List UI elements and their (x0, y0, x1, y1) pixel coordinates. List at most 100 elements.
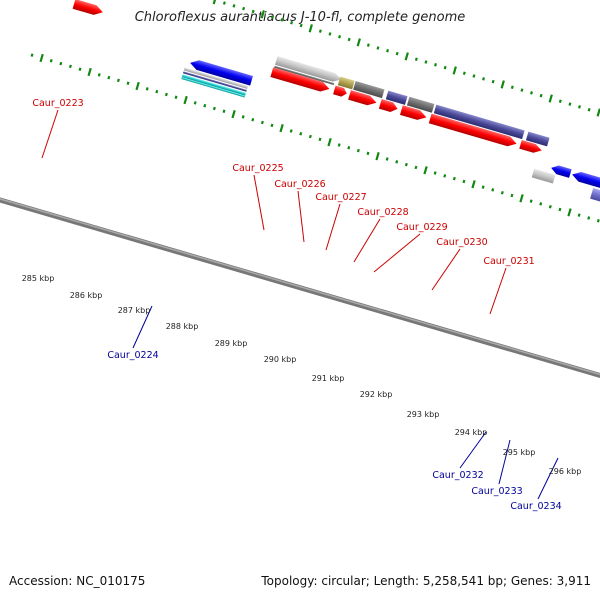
tick-mark (510, 193, 514, 198)
tick-mark (577, 213, 581, 217)
forward-leader-line (325, 203, 341, 251)
tick-mark (318, 29, 322, 33)
forward-gene-label[interactable]: Caur_0226 (274, 179, 325, 190)
reverse-leader-line (459, 431, 487, 469)
tick-mark (395, 160, 399, 164)
tick-mark (49, 59, 53, 63)
tick-mark (596, 219, 600, 223)
gene-feature (348, 90, 377, 106)
forward-gene-label[interactable]: Caur_0223 (32, 98, 83, 109)
gene-feature (183, 67, 248, 89)
tick-label: 290 kbp (264, 355, 297, 364)
tick-mark (174, 95, 178, 100)
tick-mark (567, 208, 572, 217)
tick-mark (145, 87, 149, 91)
tick-mark (241, 115, 245, 119)
reverse-gene-label[interactable]: Caur_0234 (510, 501, 561, 512)
page-title: Chloroflexus aurantiacus J-10-fl, comple… (134, 10, 466, 25)
gene-feature (333, 85, 347, 97)
gene-feature (378, 99, 398, 113)
tick-mark (126, 81, 130, 85)
tick-mark (280, 18, 284, 22)
tick-mark (356, 148, 360, 153)
reverse-gene-label[interactable]: Caur_0233 (471, 486, 522, 497)
gene-feature (181, 74, 246, 96)
tick-mark (212, 0, 217, 5)
gene-feature (274, 65, 335, 86)
forward-gene-label[interactable]: Caur_0225 (232, 163, 283, 174)
tick-mark (375, 152, 380, 161)
tick-mark (270, 15, 274, 19)
tick-mark (356, 38, 361, 47)
tick-mark (520, 88, 524, 92)
tick-mark (433, 171, 437, 175)
tick-mark (452, 66, 457, 75)
tick-mark (500, 80, 505, 89)
tick-mark (482, 77, 486, 81)
tick-mark (222, 1, 226, 5)
tick-mark (193, 101, 197, 105)
tick-mark (251, 117, 255, 122)
tick-mark (366, 43, 370, 47)
tick-mark (500, 190, 504, 195)
tick-mark (395, 51, 399, 56)
tick-mark (558, 207, 562, 212)
tick-label: 292 kbp (360, 390, 393, 399)
reverse-gene-label[interactable]: Caur_0232 (432, 470, 483, 481)
tick-mark (424, 60, 428, 64)
tick-mark (39, 53, 44, 63)
gene-feature (531, 168, 556, 184)
tick-mark (30, 53, 34, 57)
tick-ring-outer (212, 0, 600, 117)
tick-mark (471, 180, 476, 189)
tick-label: 287 kbp (118, 306, 151, 315)
forward-leader-line (489, 267, 507, 315)
gene-feature (406, 96, 435, 113)
gene-feature (72, 0, 103, 15)
tick-mark (414, 165, 418, 170)
tick-mark (434, 63, 438, 67)
tick-mark (452, 176, 456, 181)
tick-mark (423, 166, 428, 175)
forward-leader-line (373, 233, 421, 273)
gene-feature (590, 188, 600, 219)
tick-label: 289 kbp (215, 339, 248, 348)
tick-mark (347, 37, 351, 42)
tick-mark (529, 199, 533, 203)
tick-mark (596, 108, 600, 117)
forward-gene-label[interactable]: Caur_0231 (483, 256, 534, 267)
reverse-leader-line (537, 457, 559, 500)
tick-mark (155, 89, 159, 94)
tick-mark (462, 179, 466, 184)
tick-mark (414, 57, 418, 61)
tick-mark (260, 10, 265, 19)
forward-gene-label[interactable]: Caur_0228 (357, 207, 408, 218)
gene-feature (525, 131, 550, 147)
tick-mark (318, 137, 322, 142)
tick-mark (164, 92, 168, 97)
gene-feature (337, 76, 355, 90)
tick-mark (530, 91, 534, 95)
forward-gene-label[interactable]: Caur_0227 (315, 192, 366, 203)
gene-feature (181, 77, 246, 98)
reverse-gene-label[interactable]: Caur_0224 (107, 350, 158, 361)
tick-mark (443, 65, 447, 70)
tick-mark (97, 73, 101, 77)
tick-mark (222, 109, 226, 114)
accession-text: Accession: NC_010175 (9, 574, 146, 588)
reverse-leader-line (132, 305, 153, 349)
forward-gene-label[interactable]: Caur_0230 (436, 237, 487, 248)
forward-leader-line (41, 109, 59, 159)
forward-leader-line (297, 190, 305, 243)
tick-mark (270, 123, 274, 128)
gene-feature (275, 56, 342, 82)
tick-mark (87, 67, 92, 77)
forward-gene-label[interactable]: Caur_0229 (396, 222, 447, 233)
tick-mark (212, 106, 216, 111)
tick-mark (404, 52, 409, 61)
tick-mark (519, 194, 524, 203)
gene-feature (551, 165, 572, 178)
tick-mark (251, 9, 255, 14)
tick-mark (539, 93, 543, 98)
